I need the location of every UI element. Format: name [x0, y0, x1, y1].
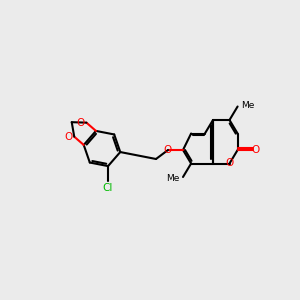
Text: O: O — [225, 158, 234, 169]
Text: O: O — [76, 118, 85, 128]
Text: O: O — [251, 145, 259, 155]
Text: Me: Me — [241, 100, 255, 109]
Text: Me: Me — [166, 174, 179, 183]
Text: O: O — [164, 145, 172, 155]
Text: O: O — [64, 132, 72, 142]
Text: Cl: Cl — [103, 184, 113, 194]
